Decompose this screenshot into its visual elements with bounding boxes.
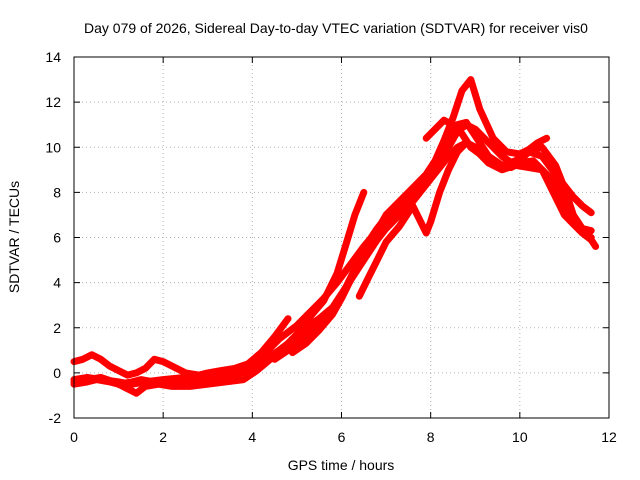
y-tick-label: 0 xyxy=(53,365,61,381)
x-tick-label: 6 xyxy=(338,429,346,445)
x-axis-label: GPS time / hours xyxy=(288,457,395,473)
y-tick-label: 6 xyxy=(53,230,61,246)
y-tick-label: 10 xyxy=(45,139,61,155)
y-tick-label: 14 xyxy=(45,49,61,65)
x-tick-label: 2 xyxy=(159,429,167,445)
series-track-6 xyxy=(271,118,595,363)
data-series xyxy=(70,76,600,397)
y-tick-label: 8 xyxy=(53,184,61,200)
axis-ticks: 0 2 4 6 8 10 12 -2 0 2 4 6 8 10 12 14 xyxy=(45,49,617,445)
x-tick-label: 4 xyxy=(248,429,256,445)
x-tick-label: 10 xyxy=(512,429,528,445)
y-tick-label: 2 xyxy=(53,320,61,336)
x-tick-label: 0 xyxy=(70,429,78,445)
series-track-1 xyxy=(70,139,600,388)
x-tick-label: 12 xyxy=(601,429,617,445)
y-axis-label: SDTVAR / TECUs xyxy=(6,181,22,293)
series-track-7 xyxy=(355,139,488,300)
series-track-8 xyxy=(422,116,595,235)
series-track-3 xyxy=(70,315,292,379)
y-tick-label: 4 xyxy=(53,275,61,291)
y-tick-label: 12 xyxy=(45,94,61,110)
chart-title: Day 079 of 2026, Sidereal Day-to-day VTE… xyxy=(84,20,588,36)
y-tick-label: -2 xyxy=(49,410,62,426)
x-tick-label: 8 xyxy=(427,429,435,445)
series-track-4 xyxy=(70,188,368,397)
